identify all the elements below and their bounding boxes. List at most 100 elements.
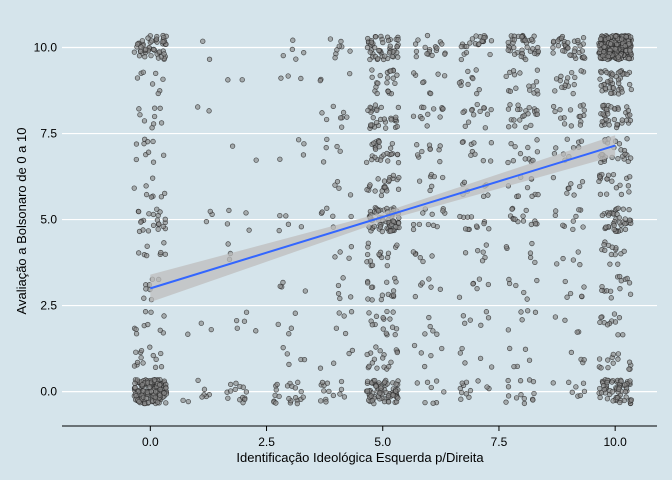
data-point-272 xyxy=(160,76,166,82)
data-point-201 xyxy=(133,326,139,333)
data-point-211 xyxy=(143,286,149,292)
data-point-1589 xyxy=(599,118,605,125)
data-point-570 xyxy=(390,392,396,398)
data-point-374 xyxy=(246,227,252,233)
data-point-171 xyxy=(161,390,167,396)
data-point-1246 xyxy=(554,261,560,267)
data-point-638 xyxy=(376,251,382,257)
data-point-596 xyxy=(380,326,386,332)
data-point-1043 xyxy=(465,68,471,75)
data-point-615 xyxy=(390,288,397,294)
data-point-1420 xyxy=(626,359,633,365)
data-point-718 xyxy=(367,182,373,188)
data-point-735 xyxy=(363,159,370,166)
data-point-406 xyxy=(301,357,308,363)
data-point-1293 xyxy=(569,69,575,76)
data-point-1495 xyxy=(620,206,626,212)
data-point-980 xyxy=(483,309,490,315)
data-point-414 xyxy=(277,283,283,289)
data-point-870 xyxy=(418,350,424,356)
data-point-572 xyxy=(372,377,378,384)
data-point-855 xyxy=(394,43,400,50)
data-point-434 xyxy=(338,378,345,385)
data-point-1513 xyxy=(617,182,623,188)
data-point-186 xyxy=(147,344,153,350)
data-point-1585 xyxy=(614,121,620,128)
data-point-1135 xyxy=(522,156,528,162)
data-point-401 xyxy=(273,400,279,406)
data-point-235 xyxy=(156,221,162,227)
data-point-1085 xyxy=(522,346,529,352)
data-point-1158 xyxy=(505,106,512,112)
data-point-627 xyxy=(384,254,391,261)
data-point-1079 xyxy=(521,395,527,402)
data-point-177 xyxy=(144,380,151,386)
data-point-375 xyxy=(243,210,249,216)
data-point-180 xyxy=(150,352,156,359)
data-point-246 xyxy=(143,183,149,189)
data-point-1260 xyxy=(579,179,586,185)
data-point-1251 xyxy=(580,224,586,230)
data-point-1562 xyxy=(624,104,630,110)
data-point-489 xyxy=(347,70,353,77)
data-point-370 xyxy=(225,241,231,247)
data-point-1259 xyxy=(564,190,570,196)
data-point-892 xyxy=(425,221,432,228)
data-point-992 xyxy=(475,248,481,254)
data-point-493 xyxy=(334,47,340,53)
data-point-931 xyxy=(421,104,427,111)
data-point-981 xyxy=(456,294,463,300)
data-point-396 xyxy=(293,395,299,401)
data-point-879 xyxy=(412,293,418,300)
data-point-914 xyxy=(414,142,420,148)
data-point-1029 xyxy=(474,101,480,108)
data-point-919 xyxy=(437,143,443,149)
data-point-1298 xyxy=(552,88,558,94)
data-point-970 xyxy=(488,364,495,370)
data-point-1045 xyxy=(456,80,463,86)
data-point-349 xyxy=(206,56,213,62)
data-point-986 xyxy=(474,286,480,292)
data-point-1086 xyxy=(507,345,513,352)
data-point-249 xyxy=(158,194,165,200)
data-point-379 xyxy=(225,77,231,83)
data-point-1884 xyxy=(627,48,633,54)
data-point-1433 xyxy=(615,332,621,338)
data-point-365 xyxy=(233,317,240,324)
data-point-317 xyxy=(151,46,157,53)
data-point-456 xyxy=(335,291,342,297)
data-point-342 xyxy=(185,331,191,337)
data-point-868 xyxy=(441,389,447,395)
data-point-974 xyxy=(477,355,484,361)
data-point-189 xyxy=(131,363,138,369)
data-point-883 xyxy=(437,286,443,292)
data-point-395 xyxy=(298,389,304,395)
x-axis-ticks: 0.0 2.5 5.0 7.5 10.0 xyxy=(142,426,627,449)
data-point-1436 xyxy=(597,319,603,325)
data-point-173 xyxy=(157,382,163,388)
data-point-799 xyxy=(369,67,375,73)
data-point-241 xyxy=(146,211,152,217)
data-point-1103 xyxy=(503,244,510,250)
data-point-1344 xyxy=(579,48,585,54)
data-point-1021 xyxy=(468,152,474,158)
data-point-1870 xyxy=(628,34,634,40)
data-point-484 xyxy=(339,124,345,130)
data-point-954 xyxy=(442,51,448,57)
data-point-1136 xyxy=(534,149,541,155)
data-point-425 xyxy=(278,75,284,81)
data-point-376 xyxy=(229,143,236,149)
data-point-1446 xyxy=(617,273,623,280)
data-point-918 xyxy=(414,152,421,158)
data-point-949 xyxy=(412,41,419,47)
data-point-225 xyxy=(136,208,142,215)
data-point-809 xyxy=(374,90,380,97)
data-point-963 xyxy=(458,396,464,402)
data-point-410 xyxy=(292,310,298,316)
data-point-472 xyxy=(336,185,342,191)
data-point-465 xyxy=(330,213,336,219)
data-point-1453 xyxy=(608,251,614,258)
data-point-853 xyxy=(368,39,375,45)
data-point-478 xyxy=(337,148,343,154)
data-point-1082 xyxy=(530,379,537,385)
